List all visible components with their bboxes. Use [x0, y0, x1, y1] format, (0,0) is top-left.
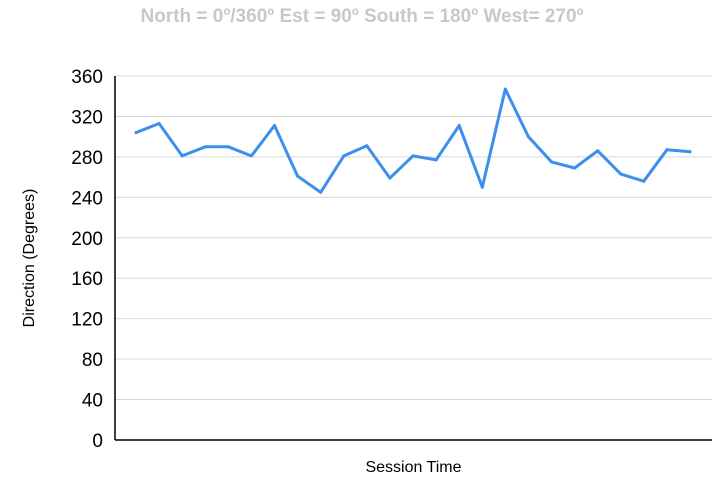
x-axis-label: Session Time — [365, 459, 461, 476]
data-point — [457, 124, 461, 127]
y-tick-label: 80 — [82, 350, 103, 371]
data-point — [249, 154, 253, 158]
axes — [114, 76, 712, 441]
y-tick-label: 360 — [71, 67, 103, 88]
data-point — [296, 174, 300, 178]
data-point — [134, 131, 138, 135]
data-point — [688, 150, 692, 154]
data-point — [665, 148, 669, 152]
data-point — [411, 154, 415, 158]
data-point — [388, 176, 392, 180]
data-point — [319, 190, 323, 194]
data-point — [273, 124, 276, 127]
y-tick-label: 240 — [71, 188, 103, 209]
y-tick-label: 0 — [92, 431, 103, 452]
chart-title: North = 0º/360º Est = 90º South = 180º W… — [140, 6, 584, 27]
y-tick-labels: 0 40 80 120 160 200 240 280 320 360 — [71, 67, 103, 452]
data-point — [573, 166, 577, 170]
series-line — [134, 87, 692, 194]
y-tick-label: 160 — [71, 269, 103, 290]
data-point — [434, 158, 438, 162]
y-tick-label: 120 — [71, 310, 103, 331]
y-tick-label: 280 — [71, 148, 103, 169]
data-point — [180, 154, 184, 158]
data-point — [526, 135, 530, 139]
data-point — [642, 179, 646, 183]
data-point — [342, 154, 346, 158]
y-tick-label: 320 — [71, 107, 103, 128]
y-tick-label: 200 — [71, 229, 103, 250]
data-point — [619, 172, 623, 176]
data-point — [550, 160, 553, 164]
grid-lines — [115, 75, 712, 401]
y-tick-label: 40 — [82, 391, 103, 412]
data-point — [480, 185, 484, 189]
data-point — [203, 145, 207, 149]
data-point — [503, 87, 507, 91]
series-layer — [134, 87, 692, 194]
data-point — [226, 145, 230, 149]
data-point — [157, 122, 161, 125]
y-axis-label: Direction (Degrees) — [21, 189, 38, 328]
data-point — [365, 144, 369, 148]
data-point — [596, 149, 600, 153]
